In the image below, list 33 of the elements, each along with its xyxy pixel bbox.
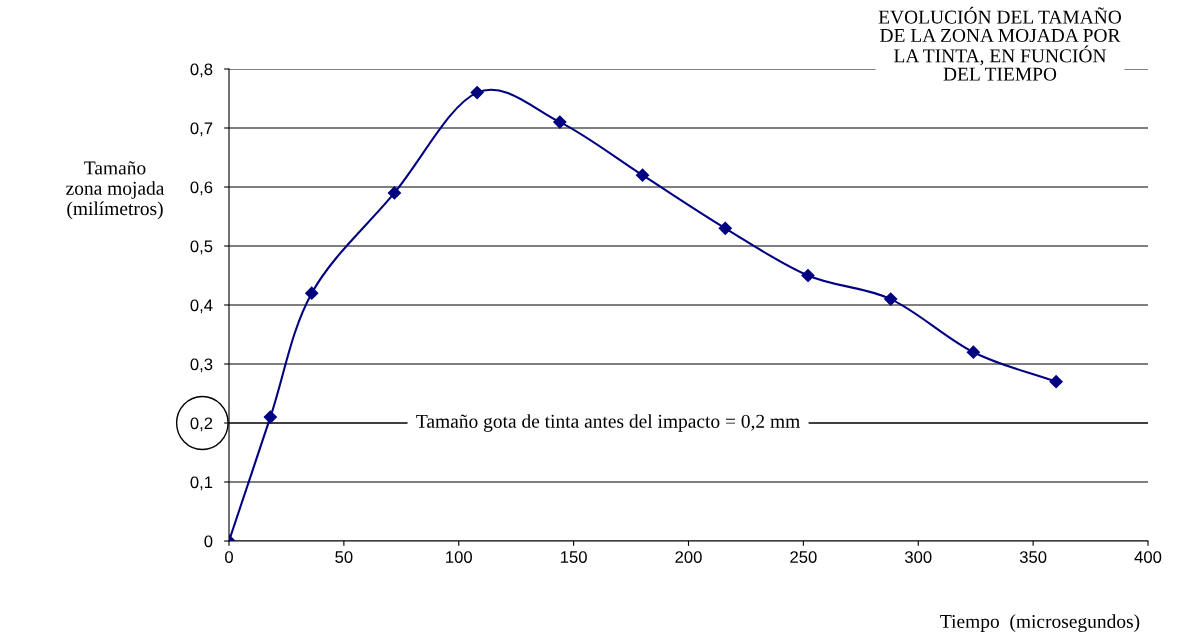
x-tick-label: 400 <box>1134 551 1162 563</box>
ref-line-label: Tamaño gota de tinta antes del impacto = 0,2 mm <box>416 414 800 432</box>
point <box>1049 375 1063 389</box>
point <box>635 168 650 182</box>
point <box>884 292 898 306</box>
x-tick-label: 50 <box>335 551 353 563</box>
y-axis-title: Tamaño zona mojada (milímetros) <box>66 161 165 220</box>
y-tick-label: 0 <box>204 535 213 548</box>
point <box>553 115 567 129</box>
x-tick-label: 350 <box>1019 551 1047 563</box>
x-tick-label: 100 <box>446 551 472 563</box>
x-axis-title: Tiempo (microsegundos) <box>940 614 1140 632</box>
x-tick-label: 0 <box>225 551 233 563</box>
y-tick-label: 0,4 <box>190 299 213 314</box>
y-tick-label: 0,2 <box>190 417 213 432</box>
y-tick-label: 0,8 <box>190 63 213 78</box>
y-tick-label: 0,3 <box>190 358 213 373</box>
point <box>305 286 319 300</box>
point <box>263 410 277 424</box>
point <box>470 86 484 100</box>
y-tick-label: 0,7 <box>190 122 213 137</box>
y-tick-label: 0,5 <box>190 240 213 255</box>
x-tick-label: 250 <box>790 551 817 563</box>
x-tick-label: 200 <box>675 551 702 563</box>
point <box>718 221 732 235</box>
chart-title: EVOLUCIÓN DEL TAMAÑO DE LA ZONA MOJADA POR LA TINTA, EN FUNCIÓN DEL TIEMPO <box>878 6 1122 81</box>
y-tick-label: 0,6 <box>190 181 213 196</box>
y-tick-label: 0,1 <box>190 476 213 491</box>
x-tick-label: 150 <box>560 551 587 563</box>
x-tick-label: 300 <box>904 551 932 563</box>
point <box>966 345 980 359</box>
point <box>387 186 402 200</box>
point <box>801 268 815 283</box>
